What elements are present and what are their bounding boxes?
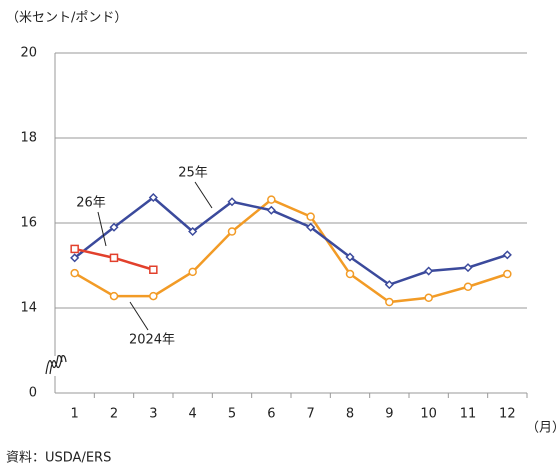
- series-line: [74, 198, 508, 304]
- marker: [188, 267, 197, 277]
- marker: [424, 293, 433, 303]
- marker: [502, 250, 512, 260]
- x-tick-label: 3: [149, 407, 157, 422]
- marker: [463, 263, 473, 273]
- marker: [345, 252, 355, 262]
- marker: [345, 269, 355, 279]
- marker: [267, 195, 276, 204]
- marker: [384, 280, 394, 290]
- leader-line: [97, 211, 107, 247]
- marker: [188, 226, 198, 237]
- marker: [109, 291, 119, 301]
- x-unit-label: （月）: [526, 421, 560, 436]
- marker: [306, 222, 316, 232]
- y-tick-label: 0: [29, 386, 37, 401]
- marker: [463, 282, 473, 291]
- x-tick-label: 2: [110, 407, 118, 422]
- x-tick-label: 12: [499, 407, 516, 422]
- x-tick-label: 7: [307, 407, 315, 422]
- x-tick-label: 10: [420, 407, 437, 422]
- x-tick-label: 11: [460, 407, 477, 422]
- marker: [266, 205, 276, 215]
- series-line: [73, 195, 508, 287]
- y-tick-label: 16: [20, 216, 37, 231]
- series-annotation: 26年: [76, 196, 106, 211]
- x-tick-label: 6: [267, 407, 275, 422]
- leader-line: [194, 181, 213, 209]
- series-annotation: 25年: [178, 166, 208, 181]
- marker: [109, 222, 119, 232]
- x-tick-label: 5: [228, 407, 236, 422]
- source: 資料：USDA/ERS: [6, 451, 111, 466]
- x-tick-label: 1: [71, 407, 79, 422]
- marker: [109, 253, 119, 263]
- marker: [503, 269, 512, 279]
- marker: [149, 291, 158, 301]
- series-annotation: 2024年: [129, 333, 175, 348]
- marker: [306, 212, 315, 221]
- leader-line: [129, 301, 149, 331]
- marker: [70, 268, 79, 278]
- x-tick-label: 9: [385, 407, 393, 422]
- y-tick-label: 14: [20, 301, 37, 316]
- marker: [148, 192, 158, 203]
- y-tick-label: 18: [20, 131, 37, 146]
- unit-label: （米セント/ポンド）: [6, 11, 127, 26]
- x-tick-label: 4: [189, 407, 197, 422]
- marker: [227, 197, 237, 207]
- marker: [424, 266, 434, 276]
- marker: [70, 253, 80, 263]
- marker: [149, 265, 158, 274]
- marker: [70, 244, 79, 254]
- y-tick-label: 20: [20, 46, 37, 61]
- marker: [385, 297, 394, 307]
- marker: [227, 227, 237, 236]
- axis-break: [44, 355, 67, 376]
- x-tick-label: 8: [346, 407, 354, 422]
